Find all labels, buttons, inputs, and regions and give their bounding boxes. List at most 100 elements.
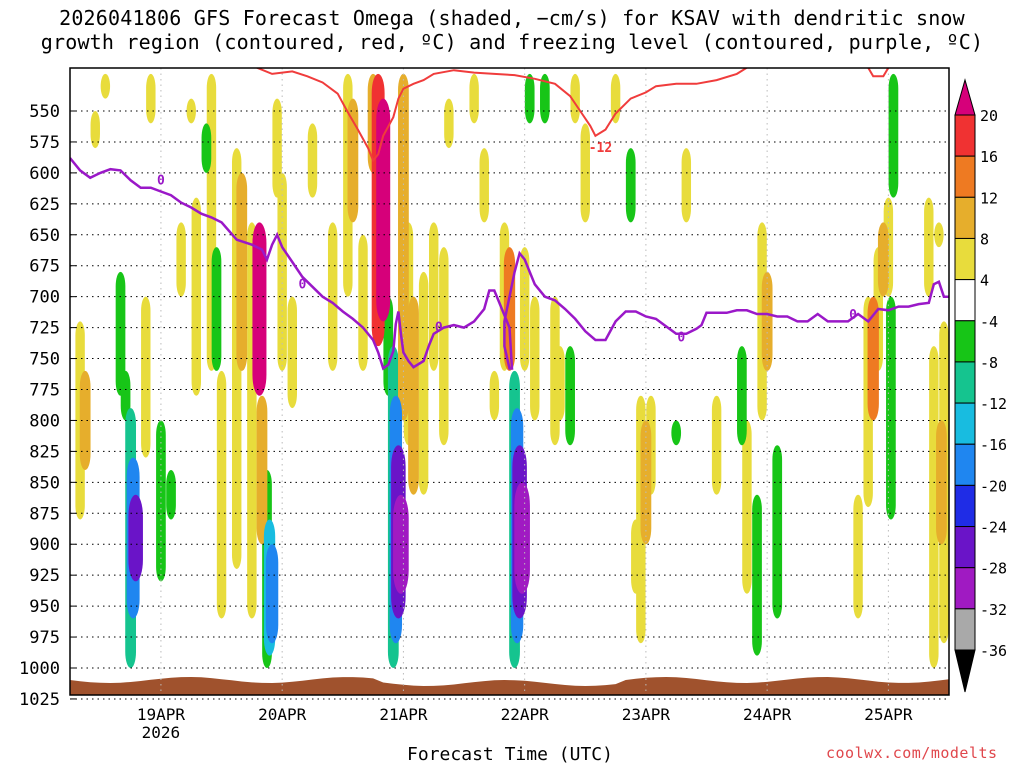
y-tick-label: 550 xyxy=(29,102,60,122)
omega-cell xyxy=(287,296,297,409)
omega-cell xyxy=(514,482,530,594)
omega-cell xyxy=(540,73,550,124)
omega-cell xyxy=(772,445,783,619)
y-tick-label: 750 xyxy=(29,350,60,370)
y-tick-label: 700 xyxy=(29,288,60,308)
omega-cell xyxy=(176,222,186,297)
y-tick-label: 900 xyxy=(29,535,60,555)
colorbar-label: -4 xyxy=(980,313,998,331)
omega-cell xyxy=(519,247,530,371)
omega-cell xyxy=(166,469,176,520)
colorbar-top-arrow xyxy=(954,78,976,116)
y-tick-label: 950 xyxy=(29,597,60,617)
omega-cell xyxy=(408,296,419,495)
y-tick-label: 800 xyxy=(29,411,60,431)
omega-cell xyxy=(444,98,454,149)
colorbar-bottom-arrow xyxy=(954,649,976,693)
x-axis-label: Forecast Time (UTC) xyxy=(407,744,613,765)
colorbar-label: 12 xyxy=(980,189,998,207)
omega-cell xyxy=(211,247,222,371)
y-tick-label: 575 xyxy=(29,133,60,153)
colorbar-swatch xyxy=(954,443,976,486)
y-tick-label: 650 xyxy=(29,226,60,246)
omega-cell xyxy=(479,148,489,223)
colorbar-swatch xyxy=(954,114,976,157)
x-tick-label: 24APR xyxy=(743,705,792,724)
y-tick-label: 1025 xyxy=(19,690,60,710)
title-line-2: growth region (contoured, red, ºC) and f… xyxy=(40,30,984,54)
omega-cell xyxy=(671,420,682,446)
colorbar-label: 4 xyxy=(980,272,989,290)
colorbar-swatch xyxy=(954,402,976,445)
y-tick-label: 1000 xyxy=(19,659,60,679)
omega-cell xyxy=(141,296,151,458)
omega-cell xyxy=(236,172,248,371)
credit-link[interactable]: coolwx.com/modelts xyxy=(826,744,998,762)
omega-shading xyxy=(75,73,949,668)
colorbar-swatch xyxy=(954,279,976,322)
colorbar-label: 8 xyxy=(980,230,989,248)
omega-cell xyxy=(100,73,111,99)
omega-cell xyxy=(711,395,722,495)
omega-cell xyxy=(936,420,947,545)
omega-cell xyxy=(115,271,126,396)
omega-cell xyxy=(742,420,752,594)
y-tick-label: 775 xyxy=(29,381,60,401)
omega-cell xyxy=(524,73,535,124)
y-tick-label: 725 xyxy=(29,319,60,339)
colorbar-label: -36 xyxy=(980,642,1007,660)
omega-cell xyxy=(201,123,212,173)
omega-cell xyxy=(191,197,202,396)
omega-cell xyxy=(570,73,580,124)
freezing-level-label: 0 xyxy=(298,277,306,292)
x-tick-label: 19APR xyxy=(137,705,186,724)
terrain-fill xyxy=(70,677,949,695)
contour-lines xyxy=(70,68,949,371)
omega-cell xyxy=(398,73,409,421)
colorbar-legend: 20 16 12 8 4 -4 -8 -12 -16 -20 -24 -28 -32 -36 xyxy=(954,78,1007,693)
omega-cell xyxy=(929,346,939,668)
snow-growth-contour xyxy=(256,68,748,163)
omega-cell xyxy=(853,494,863,619)
colorbar-swatch xyxy=(954,484,976,528)
omega-cell xyxy=(376,98,391,322)
omega-cell xyxy=(555,346,565,421)
omega-cell xyxy=(90,111,100,149)
colorbar-swatch xyxy=(954,526,976,569)
x-tick-label: 25APR xyxy=(864,705,913,724)
colorbar-label: -8 xyxy=(980,354,998,372)
terrain-surface xyxy=(70,677,949,695)
colorbar-label: -28 xyxy=(980,560,1007,578)
omega-cell xyxy=(120,370,131,421)
omega-cell xyxy=(439,247,449,446)
snow-growth-label: -12 xyxy=(589,141,612,156)
snow-growth-contour-2 xyxy=(867,68,890,78)
y-tick-label: 850 xyxy=(29,473,60,493)
colorbar-swatch xyxy=(954,196,976,239)
freezing-level-contour xyxy=(70,157,949,371)
x-tick-label: 22APR xyxy=(501,705,550,724)
omega-cell xyxy=(580,123,590,223)
omega-cell xyxy=(327,222,338,371)
omega-cell xyxy=(737,346,747,446)
omega-cell xyxy=(347,98,359,223)
y-axis: 550 575 600 625 650 675 700 725 750 775 800 825 850 8… xyxy=(19,102,76,710)
grid-lines xyxy=(70,68,949,700)
colorbar-swatch xyxy=(954,361,976,404)
colorbar-label: 16 xyxy=(980,148,998,166)
chart-title: 2026041806 GFS Forecast Omega (shaded, −… xyxy=(0,6,1024,54)
freezing-level-label: 0 xyxy=(849,308,857,323)
omega-cell xyxy=(146,73,156,124)
omega-cell xyxy=(358,234,368,371)
colorbar-swatch xyxy=(954,237,976,281)
freezing-level-label: 0 xyxy=(677,331,685,346)
omega-cell xyxy=(752,494,762,656)
x-axis: 19APR 20APR 21APR 22APR 23APR 24APR 25APR 2026 xyxy=(137,705,913,742)
y-tick-label: 825 xyxy=(29,442,60,462)
colorbar-label: -32 xyxy=(980,601,1007,619)
x-tick-label: 20APR xyxy=(258,705,307,724)
y-tick-label: 975 xyxy=(29,628,60,648)
omega-cell xyxy=(307,123,318,198)
colorbar-swatch xyxy=(954,320,976,363)
